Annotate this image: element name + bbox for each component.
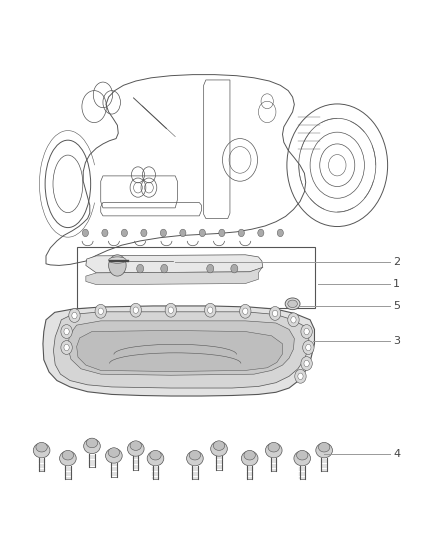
- Circle shape: [243, 308, 248, 314]
- Circle shape: [109, 255, 126, 276]
- Ellipse shape: [244, 450, 255, 460]
- Ellipse shape: [150, 450, 161, 460]
- Circle shape: [180, 229, 186, 237]
- Bar: [77, 247, 315, 308]
- Circle shape: [295, 369, 306, 383]
- Circle shape: [64, 344, 69, 351]
- Circle shape: [288, 313, 299, 327]
- Circle shape: [291, 317, 296, 323]
- Ellipse shape: [211, 441, 227, 456]
- Circle shape: [272, 310, 278, 317]
- Ellipse shape: [241, 451, 258, 466]
- Ellipse shape: [127, 441, 144, 456]
- Ellipse shape: [60, 451, 76, 466]
- Circle shape: [238, 229, 244, 237]
- Text: 4: 4: [393, 449, 400, 459]
- Circle shape: [304, 328, 309, 335]
- Ellipse shape: [285, 298, 300, 310]
- Polygon shape: [68, 321, 294, 375]
- Ellipse shape: [265, 443, 282, 458]
- Polygon shape: [86, 268, 262, 285]
- Polygon shape: [53, 312, 309, 388]
- Circle shape: [61, 341, 72, 354]
- Ellipse shape: [86, 438, 98, 448]
- Polygon shape: [77, 330, 283, 372]
- Ellipse shape: [106, 448, 122, 463]
- Ellipse shape: [130, 441, 141, 450]
- Circle shape: [102, 229, 108, 237]
- Ellipse shape: [294, 451, 311, 466]
- Circle shape: [168, 307, 173, 313]
- Circle shape: [161, 264, 168, 273]
- Ellipse shape: [33, 443, 50, 458]
- Ellipse shape: [213, 441, 225, 450]
- Circle shape: [208, 307, 213, 313]
- Ellipse shape: [36, 442, 47, 452]
- Ellipse shape: [189, 450, 201, 460]
- Text: 3: 3: [393, 336, 400, 346]
- Circle shape: [306, 344, 311, 351]
- Circle shape: [98, 308, 103, 314]
- Ellipse shape: [84, 439, 100, 454]
- Circle shape: [199, 229, 205, 237]
- Circle shape: [69, 309, 80, 322]
- Text: 5: 5: [393, 302, 400, 311]
- Circle shape: [82, 229, 88, 237]
- Circle shape: [219, 229, 225, 237]
- Circle shape: [141, 229, 147, 237]
- Circle shape: [258, 229, 264, 237]
- Circle shape: [303, 341, 314, 354]
- Circle shape: [301, 325, 312, 338]
- Polygon shape: [109, 260, 129, 262]
- Circle shape: [277, 229, 283, 237]
- Circle shape: [205, 303, 216, 317]
- Ellipse shape: [62, 450, 74, 460]
- Ellipse shape: [147, 451, 164, 466]
- Circle shape: [137, 264, 144, 273]
- Circle shape: [304, 360, 309, 367]
- Circle shape: [165, 303, 177, 317]
- Circle shape: [301, 357, 312, 370]
- Polygon shape: [86, 255, 263, 273]
- Circle shape: [298, 373, 303, 379]
- Circle shape: [269, 306, 281, 320]
- Ellipse shape: [316, 443, 332, 458]
- Ellipse shape: [109, 257, 126, 263]
- Ellipse shape: [187, 451, 203, 466]
- Circle shape: [160, 229, 166, 237]
- Ellipse shape: [268, 442, 279, 452]
- Circle shape: [130, 303, 141, 317]
- Text: 2: 2: [393, 257, 400, 267]
- Ellipse shape: [318, 442, 330, 452]
- Circle shape: [231, 264, 238, 273]
- Circle shape: [95, 304, 106, 318]
- Circle shape: [207, 264, 214, 273]
- Ellipse shape: [297, 450, 308, 460]
- Circle shape: [72, 312, 77, 319]
- Ellipse shape: [288, 300, 297, 308]
- Text: 1: 1: [393, 279, 400, 288]
- Circle shape: [121, 229, 127, 237]
- Circle shape: [133, 307, 138, 313]
- Circle shape: [240, 304, 251, 318]
- Circle shape: [61, 325, 72, 338]
- Ellipse shape: [108, 448, 120, 457]
- Polygon shape: [43, 306, 314, 396]
- Circle shape: [64, 328, 69, 335]
